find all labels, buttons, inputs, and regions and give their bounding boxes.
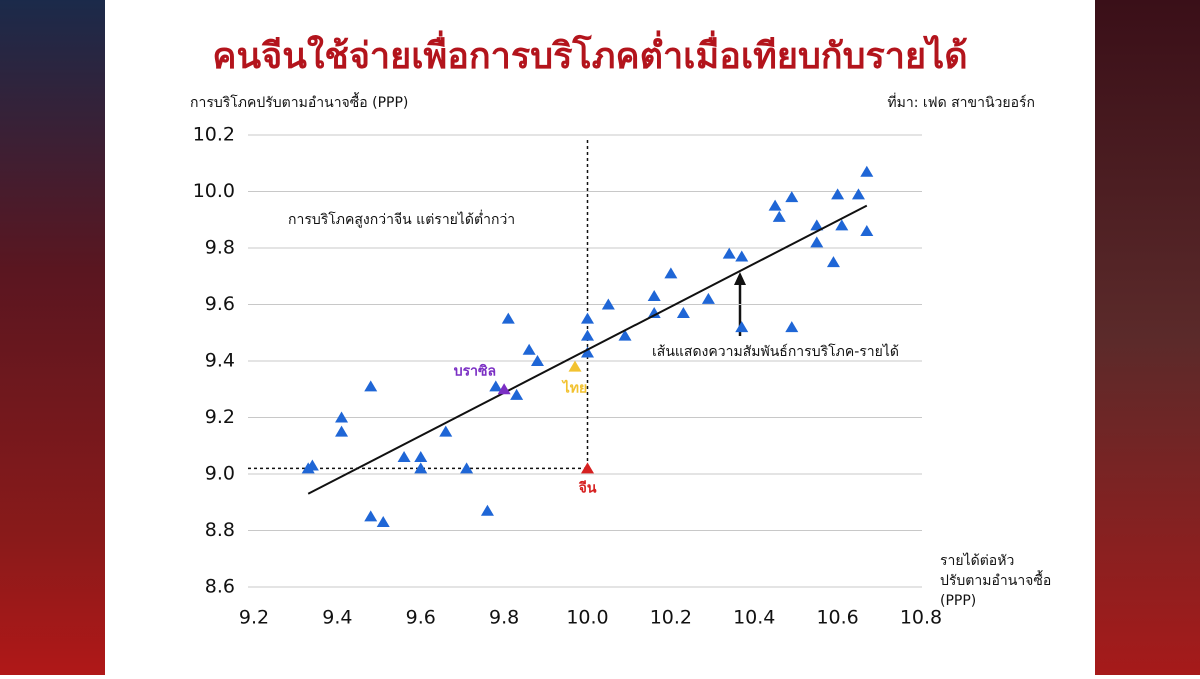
point <box>414 462 428 474</box>
background-photo <box>0 0 105 675</box>
point <box>860 165 874 177</box>
point <box>439 425 453 437</box>
highlight-point <box>568 360 582 372</box>
annotation: การบริโภคสูงกว่าจีน แต่รายได้ต่ำกว่า <box>288 210 515 228</box>
point <box>831 188 845 200</box>
point <box>501 312 515 324</box>
point <box>735 321 749 333</box>
point-label: ไทย <box>561 379 587 397</box>
point <box>335 411 349 423</box>
point <box>460 462 474 474</box>
point <box>810 236 824 248</box>
point <box>335 425 349 437</box>
point <box>581 312 594 324</box>
point <box>510 388 524 400</box>
point <box>647 306 661 318</box>
point <box>768 199 782 211</box>
y-tick-label: 9.8 <box>205 237 235 259</box>
x-axis-label: รายได้ต่อหัว <box>940 552 1014 569</box>
plot: 8.6 8.8 9.0 9.2 9.4 9.6 9.8 10.0 10.2 9.2 9.4 9.6 9.… <box>193 124 942 629</box>
y-tick-label: 10.0 <box>193 180 235 202</box>
point <box>414 451 428 463</box>
point <box>785 191 799 203</box>
source: ที่มา: เฟด สาขานิวยอร์ก <box>887 93 1035 111</box>
point <box>810 219 824 231</box>
y-axis-label: การบริโภคปรับตามอำนาจซื้อ (PPP) <box>190 92 408 111</box>
highlight-point <box>581 462 594 474</box>
x-tick-label: 10.8 <box>900 607 942 629</box>
point <box>772 210 786 222</box>
point <box>522 343 536 355</box>
point <box>581 346 594 358</box>
point <box>701 292 715 304</box>
point <box>735 250 749 262</box>
point <box>851 188 865 200</box>
point <box>601 298 615 310</box>
point-label: บราซิล <box>454 363 496 379</box>
x-tick-label: 9.2 <box>239 607 269 629</box>
background-photo <box>1095 0 1200 675</box>
x-tick-label: 9.8 <box>489 607 519 629</box>
y-tick-label: 8.8 <box>205 519 235 541</box>
point <box>835 219 849 231</box>
point <box>489 380 503 392</box>
x-tick-label: 10.0 <box>566 607 608 629</box>
highlight-point <box>497 383 511 395</box>
point <box>581 329 594 341</box>
point <box>618 329 632 341</box>
x-tick-label: 10.4 <box>733 607 775 629</box>
point <box>647 290 661 302</box>
point <box>530 355 544 366</box>
y-tick-label: 9.6 <box>205 293 235 315</box>
point-label: จีน <box>578 480 597 496</box>
annotation: เส้นแสดงความสัมพันธ์การบริโภค-รายได้ <box>652 343 899 360</box>
panel <box>105 0 1095 675</box>
x-axis-label: ปรับตามอำนาจซื้อ <box>940 570 1051 589</box>
x-axis-label: (PPP) <box>940 593 976 609</box>
point <box>364 380 378 392</box>
point <box>826 256 840 268</box>
point <box>860 225 874 237</box>
trend-line <box>307 204 868 495</box>
x-tick-label: 10.6 <box>816 607 858 629</box>
point <box>785 321 799 333</box>
y-tick-label: 9.4 <box>205 350 235 372</box>
point <box>397 451 411 463</box>
y-tick-label: 8.6 <box>205 576 235 598</box>
point <box>676 306 690 318</box>
y-tick-label: 9.0 <box>205 463 235 485</box>
point <box>305 459 319 471</box>
point <box>664 267 678 279</box>
y-tick-label: 10.2 <box>193 124 235 146</box>
point <box>480 504 494 516</box>
point <box>364 510 378 522</box>
x-tick-label: 10.2 <box>650 607 692 629</box>
point <box>376 516 390 528</box>
point <box>722 247 736 259</box>
x-tick-label: 9.4 <box>322 607 352 629</box>
annotation-arrow-head <box>734 272 746 285</box>
y-tick-label: 9.2 <box>205 406 235 428</box>
chart-title: คนจีนใช้จ่ายเพื่อการบริโภคต่ำเมื่อเทียบก… <box>212 30 967 77</box>
x-tick-label: 9.6 <box>406 607 436 629</box>
